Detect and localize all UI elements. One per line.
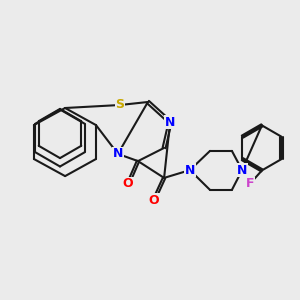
Text: N: N: [185, 164, 195, 177]
Text: O: O: [123, 177, 134, 190]
Text: N: N: [113, 147, 123, 161]
Text: N: N: [237, 164, 247, 177]
Text: N: N: [165, 116, 175, 129]
Text: S: S: [116, 98, 124, 112]
Text: F: F: [246, 177, 254, 190]
Text: O: O: [148, 194, 159, 207]
